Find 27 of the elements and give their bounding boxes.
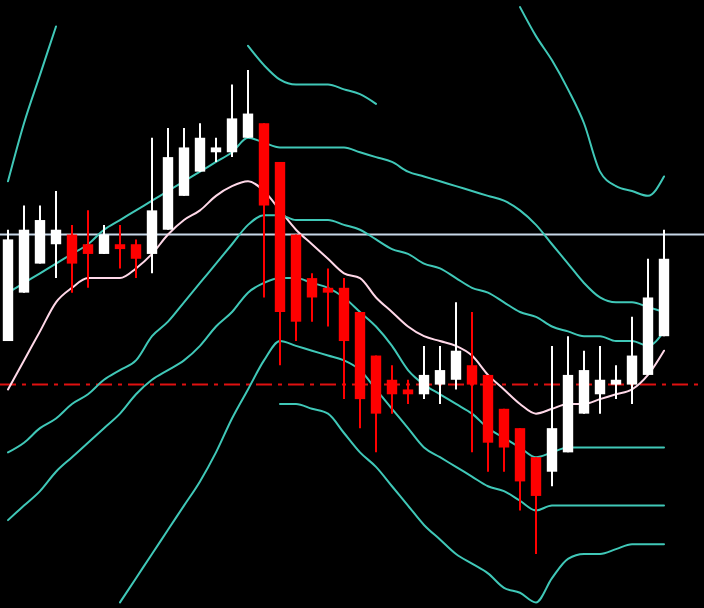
candlestick xyxy=(466,311,478,454)
candlestick xyxy=(146,136,158,275)
candlestick xyxy=(194,122,206,173)
candlestick xyxy=(82,209,94,289)
candlestick xyxy=(130,238,142,280)
candlestick xyxy=(546,344,558,488)
candlestick xyxy=(610,364,622,401)
candlestick xyxy=(66,223,78,294)
candlestick xyxy=(418,344,430,401)
candlestick xyxy=(242,69,254,139)
candlestick xyxy=(98,223,110,255)
candlestick xyxy=(306,272,318,323)
candlestick xyxy=(434,344,446,405)
candlestick xyxy=(530,456,542,555)
candlestick xyxy=(114,223,126,270)
candlestick xyxy=(626,315,638,405)
candlestick xyxy=(34,204,46,265)
candlestick xyxy=(402,378,414,405)
candlestick xyxy=(226,83,238,159)
candlestick xyxy=(498,407,510,473)
candlestick xyxy=(50,190,62,280)
candlestick xyxy=(210,136,222,163)
candlestick xyxy=(322,267,334,328)
candlestick xyxy=(578,349,590,415)
candlestick xyxy=(386,364,398,415)
candlestick xyxy=(594,344,606,415)
candlestick xyxy=(450,301,462,391)
